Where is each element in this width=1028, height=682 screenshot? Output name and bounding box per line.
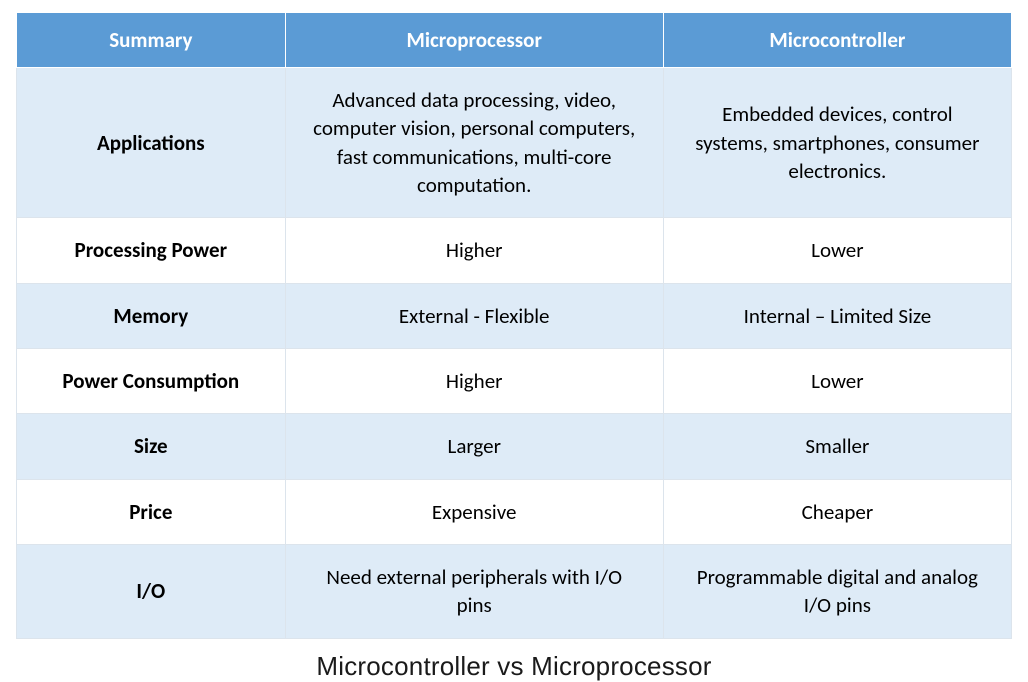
cell-mc: Smaller	[663, 414, 1011, 479]
col-header-microcontroller: Microcontroller	[663, 13, 1011, 68]
cell-mp: Higher	[285, 218, 663, 283]
cell-mp: Larger	[285, 414, 663, 479]
table-row: Applications Advanced data processing, v…	[17, 68, 1012, 218]
table-row: Price Expensive Cheaper	[17, 479, 1012, 544]
cell-mc: Internal – Limited Size	[663, 283, 1011, 348]
table-row: Memory External - Flexible Internal – Li…	[17, 283, 1012, 348]
table-row: I/O Need external peripherals with I/O p…	[17, 545, 1012, 639]
row-label: Applications	[17, 68, 286, 218]
cell-mc: Cheaper	[663, 479, 1011, 544]
cell-mp: Expensive	[285, 479, 663, 544]
comparison-table: Summary Microprocessor Microcontroller A…	[16, 12, 1012, 639]
cell-mc: Embedded devices, control systems, smart…	[663, 68, 1011, 218]
row-label: Price	[17, 479, 286, 544]
table-row: Power Consumption Higher Lower	[17, 349, 1012, 414]
row-label: Size	[17, 414, 286, 479]
row-label: Processing Power	[17, 218, 286, 283]
table-caption: Microcontroller vs Microprocessor	[16, 651, 1012, 682]
cell-mc: Lower	[663, 349, 1011, 414]
cell-mp: Need external peripherals with I/O pins	[285, 545, 663, 639]
cell-mp: External - Flexible	[285, 283, 663, 348]
cell-mc: Lower	[663, 218, 1011, 283]
table-row: Processing Power Higher Lower	[17, 218, 1012, 283]
cell-mc: Programmable digital and analog I/O pins	[663, 545, 1011, 639]
cell-mp: Advanced data processing, video, compute…	[285, 68, 663, 218]
col-header-summary: Summary	[17, 13, 286, 68]
row-label: Memory	[17, 283, 286, 348]
col-header-microprocessor: Microprocessor	[285, 13, 663, 68]
table-row: Size Larger Smaller	[17, 414, 1012, 479]
row-label: I/O	[17, 545, 286, 639]
cell-mp: Higher	[285, 349, 663, 414]
row-label: Power Consumption	[17, 349, 286, 414]
table-header-row: Summary Microprocessor Microcontroller	[17, 13, 1012, 68]
